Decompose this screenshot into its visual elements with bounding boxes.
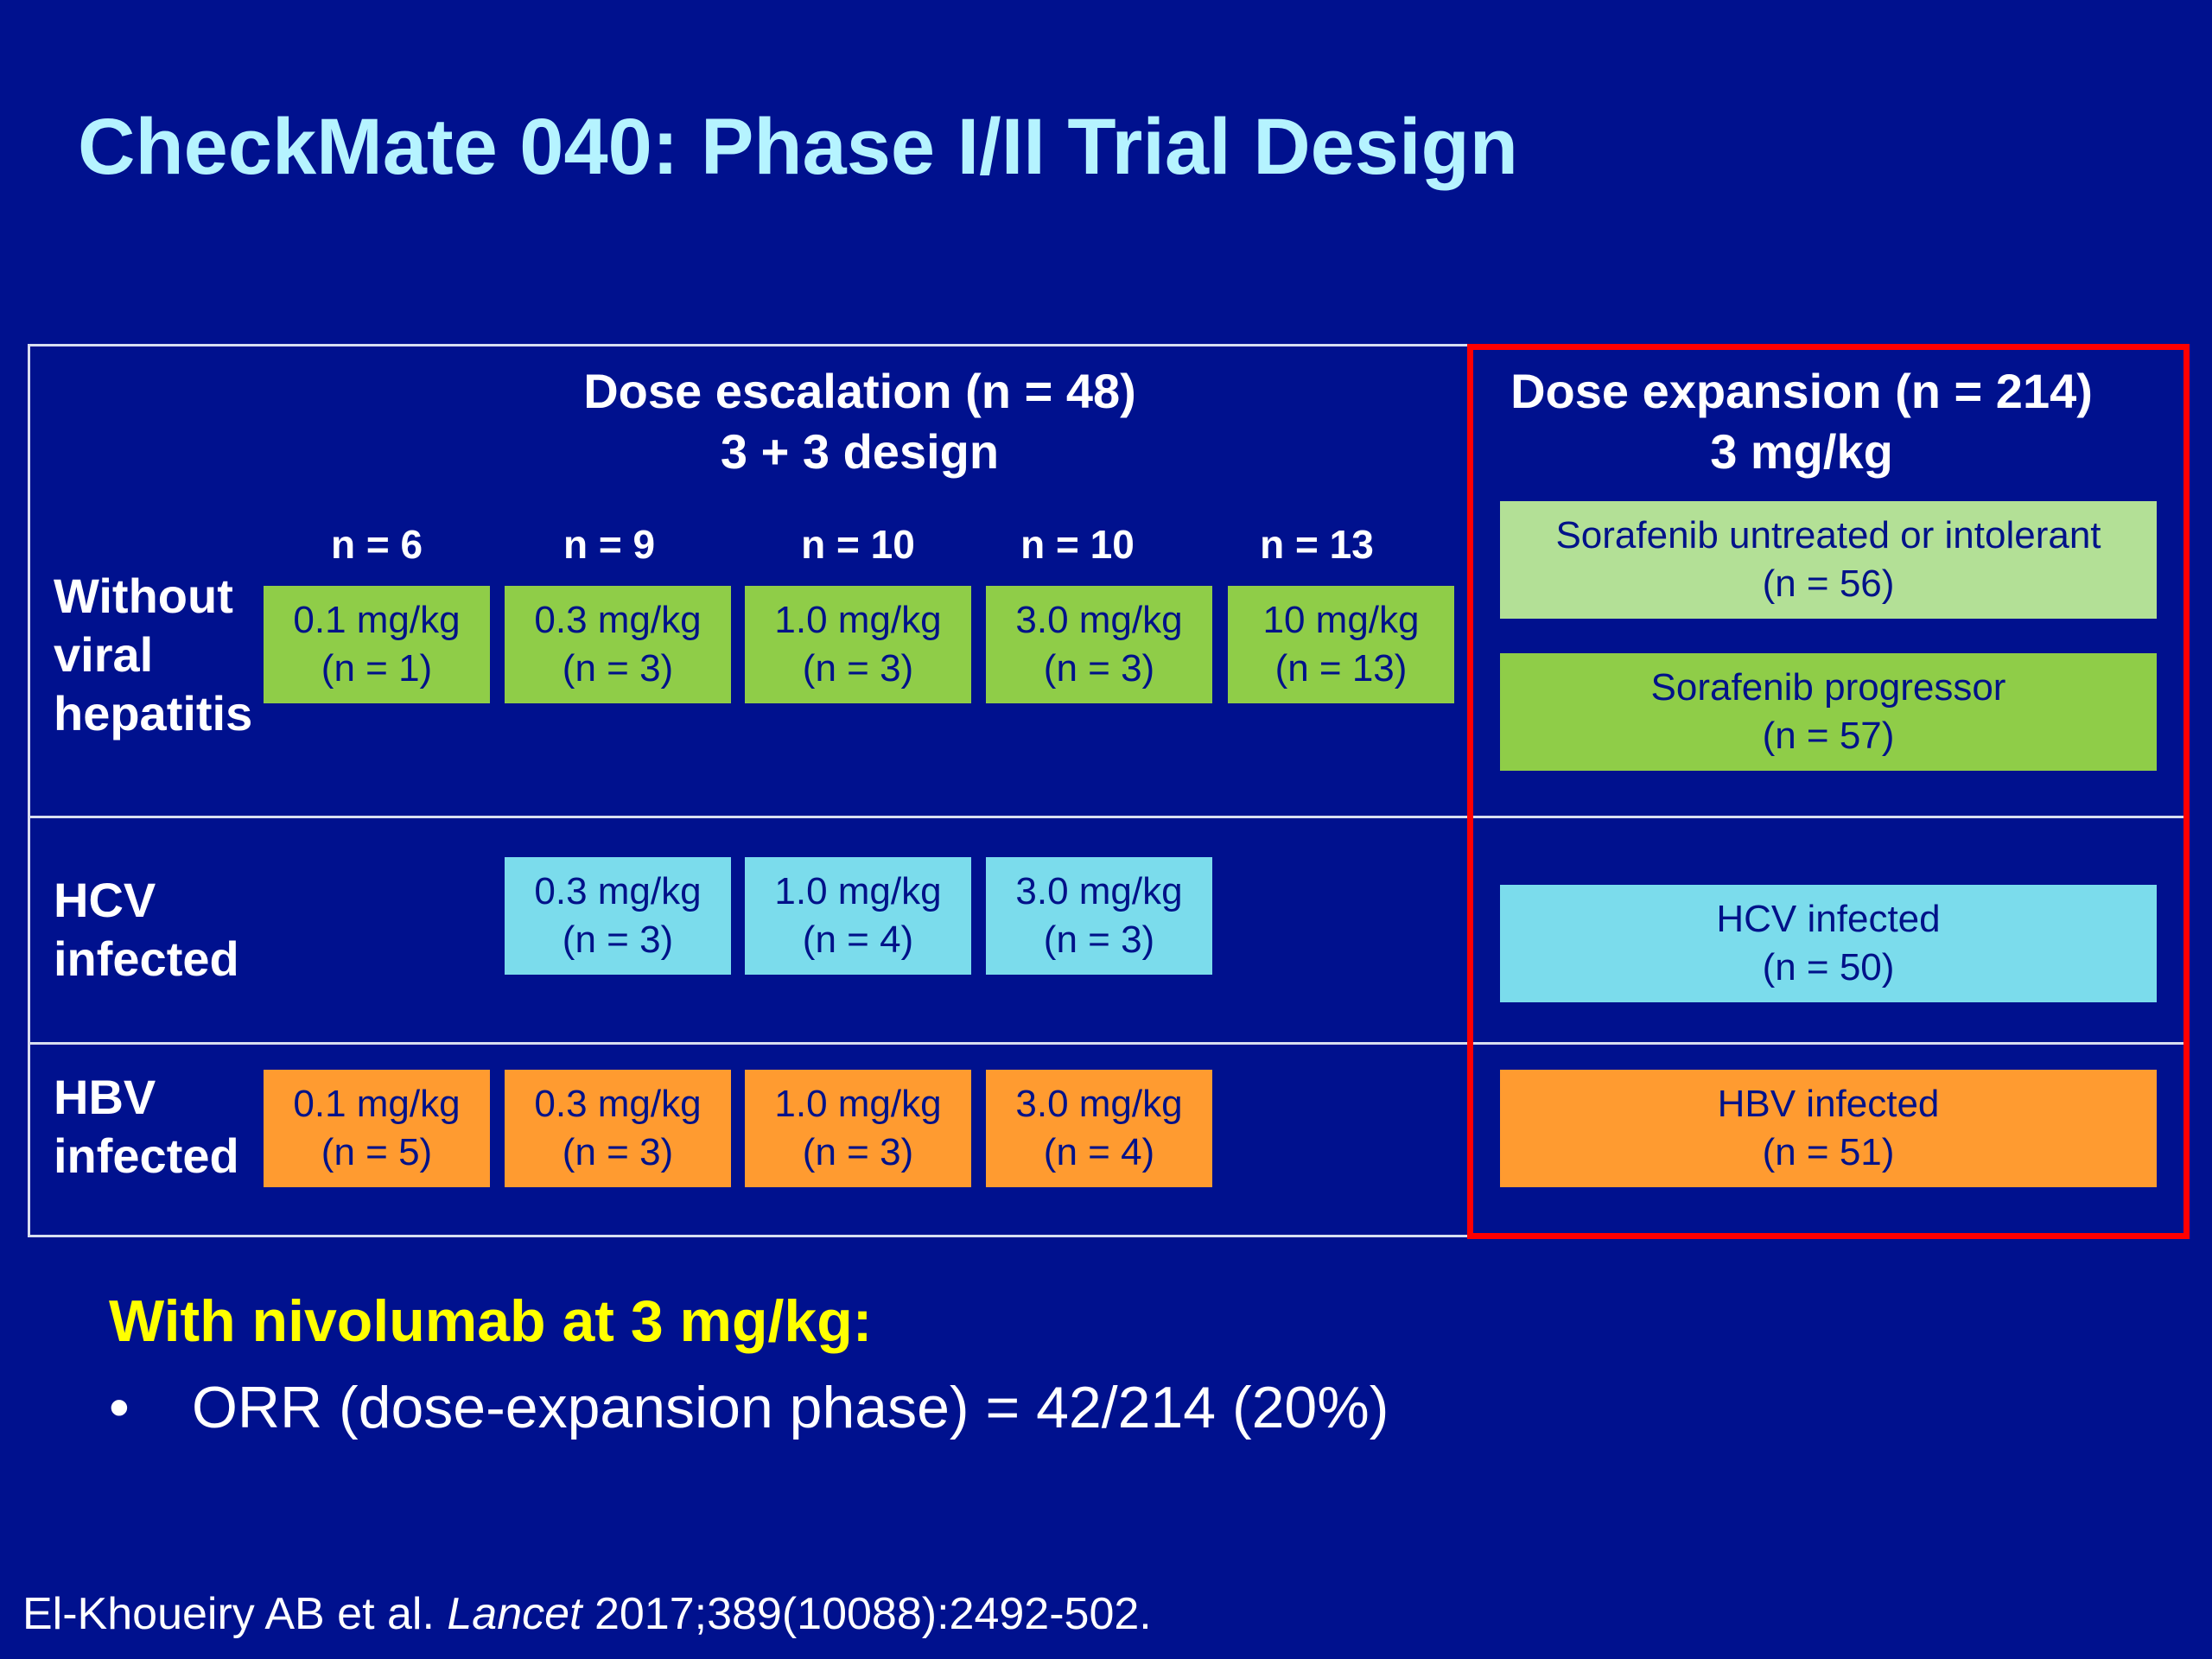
citation: El-Khoueiry AB et al. Lancet 2017;389(10… [22,1588,1152,1640]
cohort-n-label: n = 6 [330,522,423,567]
row-divider [28,816,2190,818]
dose-cell: 0.3 mg/kg (n = 3) [505,1070,731,1187]
dose-expansion-title: Dose expansion (n = 214) [1510,364,2093,418]
cohort-n-label: n = 10 [801,522,915,567]
dose-cell: 1.0 mg/kg (n = 3) [745,586,971,703]
cohort-n-label: n = 9 [563,522,656,567]
dose-expansion-highlight [1467,344,2190,1239]
summary-bullet: • ORR (dose-expansion phase) = 42/214 (20… [109,1374,1389,1441]
dose-cell: 1.0 mg/kg (n = 4) [745,857,971,975]
citation-details: 2017;389(10088):2492-502. [594,1589,1152,1639]
row-label-without-viral-hepatitis: Without viral hepatitis [54,569,253,741]
dose-cell: 1.0 mg/kg (n = 3) [745,1070,971,1187]
row-divider [28,1042,2190,1045]
summary-heading: With nivolumab at 3 mg/kg: [109,1288,873,1354]
dose-cell: 0.3 mg/kg (n = 3) [505,857,731,975]
cohort-n-label: n = 10 [1020,522,1135,567]
expansion-cohort: HCV infected (n = 50) [1500,885,2157,1002]
dose-cell: 3.0 mg/kg (n = 4) [986,1070,1212,1187]
row-label-hcv-infected: HCV infected [54,873,239,986]
dose-cell: 10 mg/kg (n = 13) [1228,586,1454,703]
citation-journal: Lancet [447,1589,582,1639]
expansion-cohort: HBV infected (n = 51) [1500,1070,2157,1187]
dose-expansion-header: Dose expansion (n = 214) 3 mg/kg [1478,361,2126,482]
dose-escalation-title: Dose escalation (n = 48) [583,364,1136,418]
dose-cell: 0.3 mg/kg (n = 3) [505,586,731,703]
expansion-cohort: Sorafenib untreated or intolerant (n = 5… [1500,501,2157,619]
dose-cell: 0.1 mg/kg (n = 1) [264,586,490,703]
bullet-icon: • [109,1375,130,1440]
dose-cell: 3.0 mg/kg (n = 3) [986,586,1212,703]
row-label-hbv-infected: HBV infected [54,1070,239,1183]
citation-authors: El-Khoueiry AB et al. [22,1589,435,1639]
cohort-n-label: n = 13 [1260,522,1374,567]
dose-expansion-dose: 3 mg/kg [1710,424,1893,479]
dose-cell: 0.1 mg/kg (n = 5) [264,1070,490,1187]
summary-bullet-text: ORR (dose-expansion phase) = 42/214 (20%… [192,1375,1389,1440]
dose-cell: 3.0 mg/kg (n = 3) [986,857,1212,975]
slide-title: CheckMate 040: Phase I/II Trial Design [78,103,1518,191]
dose-escalation-design: 3 + 3 design [720,424,1000,479]
expansion-cohort: Sorafenib progressor (n = 57) [1500,653,2157,771]
dose-escalation-header: Dose escalation (n = 48) 3 + 3 design [346,361,1374,482]
